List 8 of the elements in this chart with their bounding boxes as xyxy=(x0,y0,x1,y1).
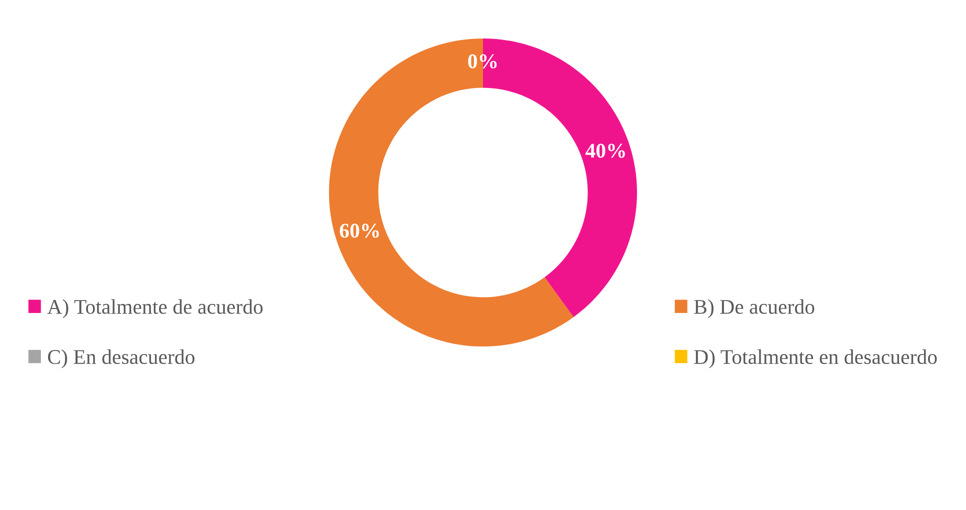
text: 0% xyxy=(468,54,497,68)
legend-label: D) Totalmente en desacuerdo xyxy=(694,349,937,368)
legend-label: C) En desacuerdo xyxy=(48,349,194,368)
donut-slice xyxy=(328,38,574,347)
legend-label: A) Totalmente de acuerdo xyxy=(47,299,263,318)
data-label: 60% xyxy=(340,224,379,238)
legend-label: B) De acuerdo xyxy=(694,299,814,318)
data-label: 40% xyxy=(586,144,625,158)
